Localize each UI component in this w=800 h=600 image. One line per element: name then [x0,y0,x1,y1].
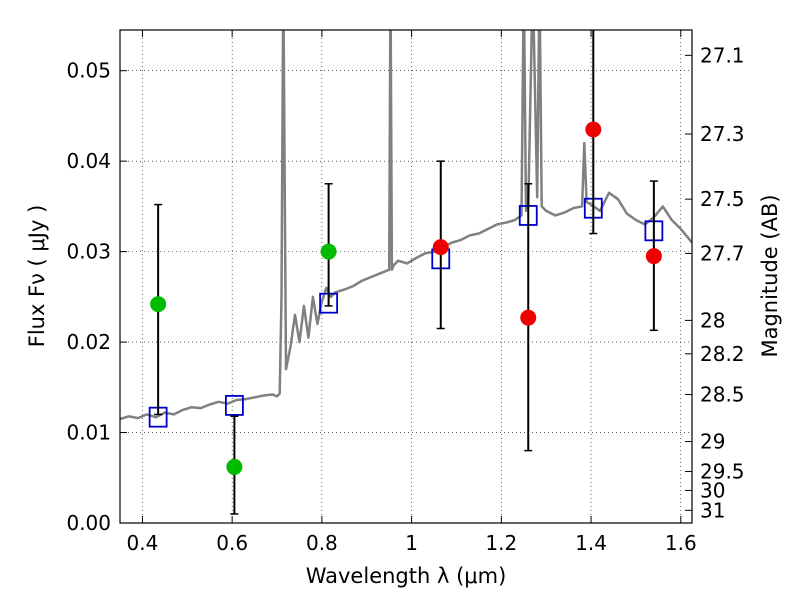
model-box-marker [224,395,244,416]
red-point [585,121,602,138]
axis-ticks: 0.4 0.6 0.8 1 1.2 1.4 1.6 0.00 0.01 0.02 0.03 0.04 0… [66,30,745,555]
y-tick-label: 0.03 [66,240,111,264]
y-tick-label: 0.04 [66,149,111,173]
y2-tick-label: 31 [700,498,725,522]
y2-tick-label: 27.7 [700,241,745,265]
y2-tick-label: 28 [700,308,725,332]
y-tick-label: 0.00 [66,511,111,535]
y2-tick-label: 30 [700,478,725,502]
x-tick-label: 1.4 [575,531,607,555]
plot-frame [119,29,693,524]
y-tick-label: 0.01 [66,421,111,445]
y2-tick-label: 27.5 [700,187,745,211]
y-tick-label: 0.05 [66,59,111,83]
y2-axis-label: Magnitude (AB) [758,194,782,357]
x-tick-label: 0.4 [127,531,159,555]
green-point [150,296,167,313]
red-point [520,309,537,326]
red-point [645,248,662,265]
y2-tick-label: 28.5 [700,383,745,407]
y-tick-label: 0.02 [66,330,111,354]
x-tick-label: 1.6 [665,531,697,555]
green-point [320,243,337,260]
x-tick-label: 1 [405,531,418,555]
y2-tick-label: 28.2 [700,342,745,366]
spectrum-line [120,30,692,421]
y-axis-label: Flux Fν ( μJy ) [25,205,49,348]
green-point [226,458,243,475]
red-point [432,239,449,256]
y2-tick-label: 29.5 [700,459,745,483]
plot-area [120,30,692,515]
y2-tick-label: 27.3 [700,122,745,146]
x-tick-label: 0.8 [306,531,338,555]
y2-tick-label: 27.1 [700,43,745,67]
y2-tick-label: 29 [700,430,725,454]
x-axis-label: Wavelength λ (μm) [306,564,507,588]
x-tick-label: 0.6 [216,531,248,555]
x-tick-label: 1.2 [485,531,517,555]
